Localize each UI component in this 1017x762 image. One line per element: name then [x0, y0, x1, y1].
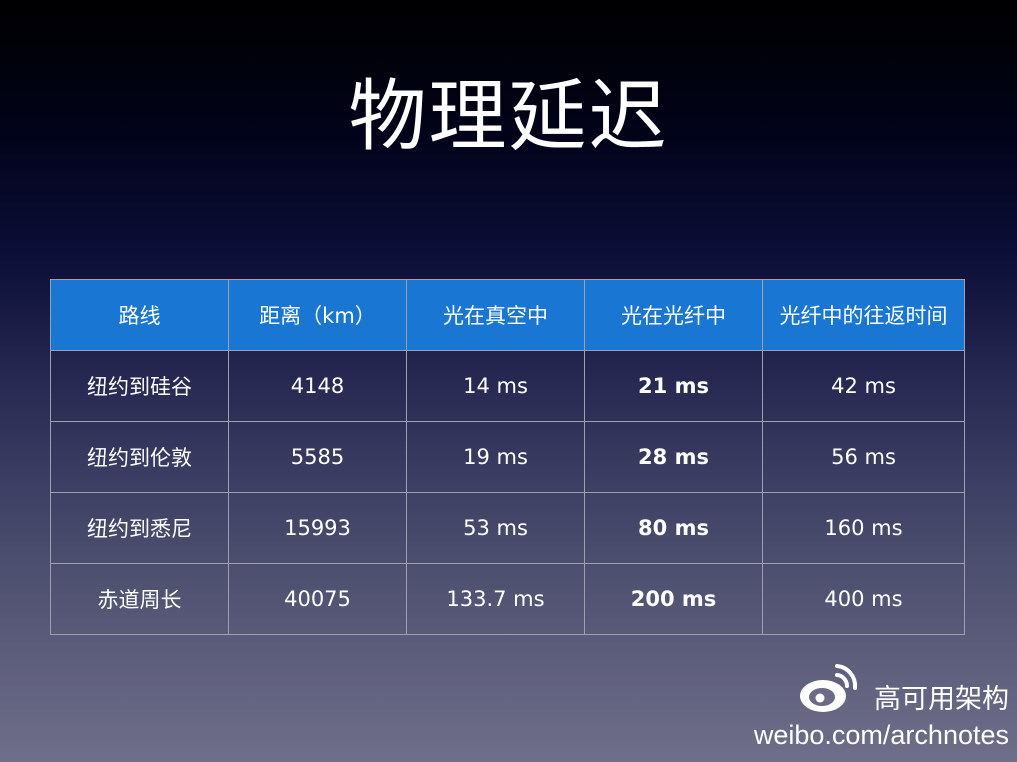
- weibo-watermark: 高可用架构 weibo.com/archnotes: [689, 660, 1009, 756]
- column-header-round-trip: 光纤中的往返时间: [762, 279, 965, 351]
- cell-vacuum: 133.7 ms: [406, 563, 585, 635]
- watermark-account-name: 高可用架构: [874, 684, 1009, 715]
- weibo-logo-icon: [797, 660, 861, 716]
- table-row: 纽约到伦敦 5585 19 ms 28 ms 56 ms: [50, 421, 965, 493]
- latency-table: 路线 距离（km） 光在真空中 光在光纤中 光纤中的往返时间 纽约到硅谷 414…: [50, 279, 965, 635]
- table-row: 纽约到硅谷 4148 14 ms 21 ms 42 ms: [50, 350, 965, 422]
- cell-fiber: 21 ms: [584, 350, 763, 422]
- cell-distance: 40075: [228, 563, 407, 635]
- cell-vacuum: 19 ms: [406, 421, 585, 493]
- cell-fiber: 28 ms: [584, 421, 763, 493]
- cell-distance: 15993: [228, 492, 407, 564]
- column-header-route: 路线: [50, 279, 229, 351]
- cell-round-trip: 400 ms: [762, 563, 965, 635]
- cell-fiber: 80 ms: [584, 492, 763, 564]
- slide-title: 物理延迟: [348, 72, 669, 162]
- watermark-url: weibo.com/archnotes: [753, 720, 1009, 750]
- table-row: 纽约到悉尼 15993 53 ms 80 ms 160 ms: [50, 492, 965, 564]
- cell-route: 赤道周长: [50, 563, 229, 635]
- cell-route: 纽约到悉尼: [50, 492, 229, 564]
- column-header-distance: 距离（km）: [228, 279, 407, 351]
- cell-fiber: 200 ms: [584, 563, 763, 635]
- cell-round-trip: 160 ms: [762, 492, 965, 564]
- cell-distance: 4148: [228, 350, 407, 422]
- cell-vacuum: 14 ms: [406, 350, 585, 422]
- cell-route: 纽约到硅谷: [50, 350, 229, 422]
- cell-vacuum: 53 ms: [406, 492, 585, 564]
- cell-round-trip: 56 ms: [762, 421, 965, 493]
- table-row: 赤道周长 40075 133.7 ms 200 ms 400 ms: [50, 563, 965, 635]
- cell-distance: 5585: [228, 421, 407, 493]
- cell-route: 纽约到伦敦: [50, 421, 229, 493]
- column-header-fiber: 光在光纤中: [584, 279, 763, 351]
- table-header-row: 路线 距离（km） 光在真空中 光在光纤中 光纤中的往返时间: [50, 279, 965, 351]
- cell-round-trip: 42 ms: [762, 350, 965, 422]
- column-header-vacuum: 光在真空中: [406, 279, 585, 351]
